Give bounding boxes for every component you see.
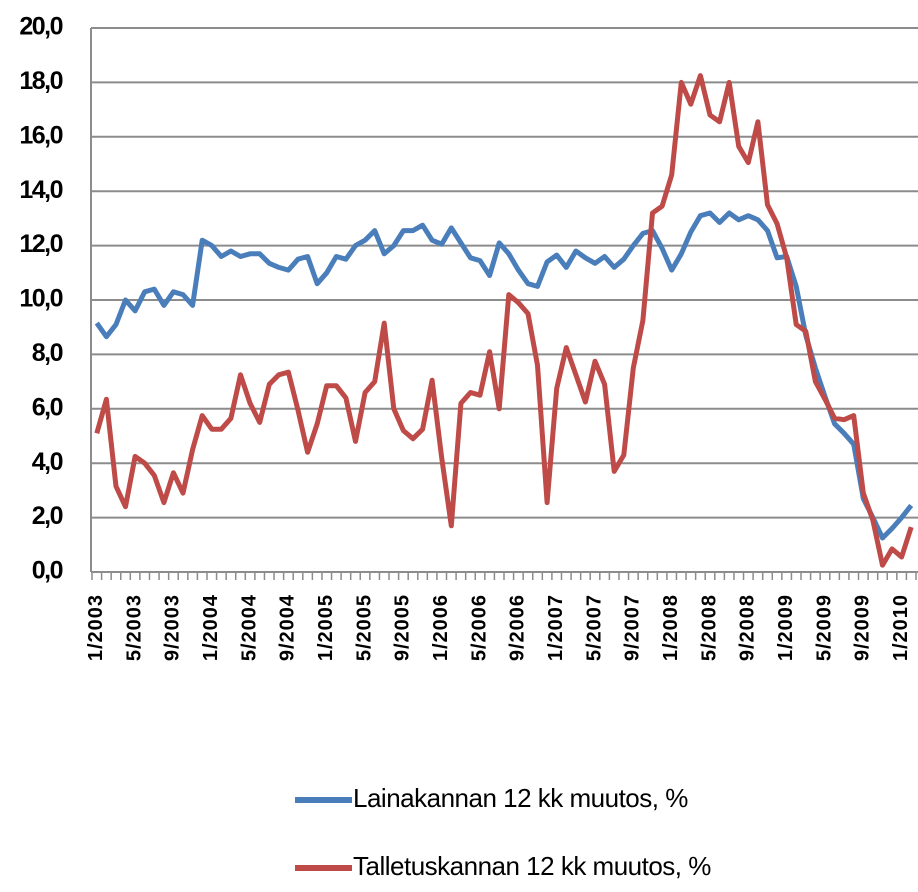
legend-label: Talletuskannan 12 kk muutos, % bbox=[353, 851, 711, 881]
x-tick-label: 1/2009 bbox=[775, 594, 797, 661]
y-tick-label: 10,0 bbox=[19, 285, 62, 313]
x-tick-label: 1/2003 bbox=[85, 594, 107, 661]
series-line bbox=[94, 210, 914, 541]
x-tick-label: 9/2004 bbox=[277, 594, 299, 661]
x-tick-label: 5/2009 bbox=[813, 594, 835, 661]
y-tick-label: 14,0 bbox=[19, 176, 62, 204]
x-tick-label: 1/2010 bbox=[890, 594, 912, 661]
x-tick-label: 1/2004 bbox=[200, 594, 222, 661]
y-tick-label: 12,0 bbox=[19, 230, 62, 258]
x-tick-label: 5/2003 bbox=[123, 594, 145, 661]
y-tick-label: 4,0 bbox=[32, 448, 63, 476]
x-tick-label: 1/2006 bbox=[430, 594, 452, 661]
y-tick-label: 2,0 bbox=[32, 502, 63, 530]
y-tick-label: 8,0 bbox=[32, 339, 63, 367]
x-tick-label: 5/2007 bbox=[583, 594, 605, 661]
x-tick-label: 9/2008 bbox=[737, 594, 759, 661]
x-tick-label: 1/2005 bbox=[315, 594, 337, 661]
x-tick-label: 9/2003 bbox=[162, 594, 184, 661]
x-tick-label: 9/2006 bbox=[507, 594, 529, 661]
x-tick-label: 5/2005 bbox=[353, 594, 375, 661]
x-tick-label: 5/2006 bbox=[468, 594, 490, 661]
x-tick-label: 1/2007 bbox=[545, 594, 567, 661]
x-tick-label: 9/2009 bbox=[852, 594, 874, 661]
series-line bbox=[94, 73, 914, 568]
x-tick-label: 9/2007 bbox=[622, 594, 644, 661]
y-tick-label: 18,0 bbox=[19, 67, 62, 95]
x-tick-label: 5/2004 bbox=[238, 594, 260, 661]
y-tick-label: 6,0 bbox=[32, 393, 63, 421]
y-tick-label: 0,0 bbox=[32, 557, 63, 585]
x-tick-label: 1/2008 bbox=[660, 594, 682, 661]
x-tick-label: 5/2008 bbox=[698, 594, 720, 661]
y-tick-label: 16,0 bbox=[19, 121, 62, 149]
legend-label: Lainakannan 12 kk muutos, % bbox=[353, 783, 688, 813]
x-tick-label: 9/2005 bbox=[392, 594, 414, 661]
y-tick-label: 20,0 bbox=[19, 13, 62, 41]
